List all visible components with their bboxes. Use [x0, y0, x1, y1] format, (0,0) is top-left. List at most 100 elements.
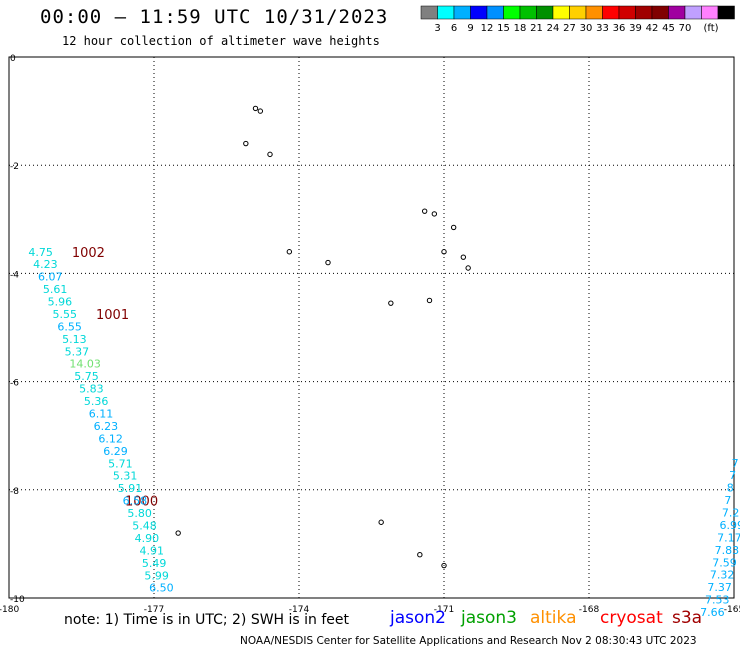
- wave-height-value: 5.36: [84, 395, 109, 408]
- wave-height-value: 4.90: [135, 532, 160, 545]
- wave-height-value: 5.99: [144, 569, 169, 582]
- longitude-tick-label: -168: [579, 605, 600, 615]
- wave-height-value: 7.32: [710, 569, 735, 582]
- wave-height-value: 6.99: [720, 519, 740, 532]
- pressure-label: 1001: [96, 308, 129, 323]
- wave-height-value: 5.61: [43, 283, 67, 296]
- wave-height-value: 5.55: [53, 308, 78, 321]
- pressure-label: 1000: [125, 495, 158, 510]
- color-scale-label: 15: [497, 23, 510, 34]
- color-scale-label: 6: [451, 23, 457, 34]
- island-outline: [460, 254, 467, 260]
- wave-height-value: 7: [729, 469, 736, 482]
- color-scale-label: 21: [530, 23, 543, 34]
- island-outline: [175, 530, 181, 536]
- wave-height-value: 4.91: [140, 544, 165, 557]
- page-subtitle: 12 hour collection of altimeter wave hei…: [62, 34, 380, 48]
- island-outline: [243, 140, 249, 147]
- latitude-tick-label: -2: [10, 162, 19, 172]
- wave-height-value: 5.48: [132, 520, 157, 533]
- wave-height-value: 5.75: [74, 370, 99, 383]
- wave-height-value: 6.11: [89, 408, 114, 421]
- wave-height-value: 5.49: [142, 557, 167, 570]
- island-outline: [450, 224, 457, 231]
- wave-height-value: 5.13: [62, 333, 87, 346]
- island-outline: [325, 259, 331, 266]
- color-scale-label: 70: [679, 23, 692, 34]
- color-scale-label: 18: [514, 23, 527, 34]
- island-outline: [465, 265, 471, 271]
- wave-height-value: 4.75: [28, 246, 53, 259]
- wave-height-value: 5.80: [127, 507, 151, 520]
- wave-height-value: 7.37: [707, 581, 732, 594]
- island-outline: [388, 300, 394, 306]
- wave-height-value: 7.59: [712, 556, 737, 569]
- longitude-tick-label: -180: [0, 605, 19, 615]
- island-outline: [267, 151, 273, 158]
- color-scale-label: 45: [662, 23, 675, 34]
- color-scale-label: 42: [646, 23, 659, 34]
- wave-height-value: 6.29: [103, 445, 128, 458]
- wave-height-value: 7.2: [722, 507, 740, 520]
- longitude-tick-label: -174: [289, 605, 310, 615]
- color-scale-label: 24: [547, 23, 560, 34]
- wave-height-value: 7.17: [717, 531, 740, 544]
- island-outline: [441, 249, 447, 255]
- latitude-tick-label: -6: [10, 379, 19, 389]
- longitude-tick-label: -171: [434, 605, 454, 615]
- longitude-tick-label: -177: [144, 605, 164, 615]
- island-outline: [252, 105, 259, 112]
- wave-height-value: 6.50: [149, 582, 174, 595]
- wave-height-value: 6.23: [94, 420, 119, 433]
- color-scale-label: 36: [613, 23, 626, 34]
- wave-height-value: 6.07: [38, 271, 63, 284]
- mission-legend-altika: altika: [530, 608, 577, 628]
- page-title: 00:00 – 11:59 UTC 10/31/2023: [40, 6, 389, 28]
- island-outline: [431, 211, 438, 217]
- wave-height-value: 6.55: [57, 320, 81, 333]
- plot-frame: [8, 56, 735, 599]
- wave-height-value: 5.91: [118, 482, 143, 495]
- color-scale-label: 33: [596, 23, 609, 34]
- island-outline: [417, 552, 423, 558]
- mission-legend-s3a: s3a: [672, 608, 703, 628]
- wave-height-value: 6.12: [98, 432, 123, 445]
- island-outline: [286, 249, 293, 255]
- island-outline: [426, 297, 433, 304]
- wave-height-value: 7.66: [700, 606, 725, 619]
- island-outline: [257, 108, 264, 114]
- longitude-tick-label: -165: [724, 605, 740, 615]
- mission-legend-jason2: jason2: [390, 608, 446, 628]
- color-scale-unit: (ft): [704, 23, 719, 34]
- latitude-tick-label: -10: [10, 595, 25, 605]
- wave-height-value: 5.31: [113, 470, 137, 483]
- wave-height-value: 7: [724, 494, 731, 507]
- color-scale-label: 39: [629, 23, 642, 34]
- latitude-tick-label: -8: [10, 487, 19, 497]
- color-scale-swatch: [717, 5, 735, 20]
- wave-height-value: 6.58: [123, 495, 148, 508]
- latitude-tick-label: -4: [10, 270, 19, 280]
- color-scale-label: 30: [580, 23, 593, 34]
- color-scale-label: 27: [563, 23, 576, 34]
- color-scale-bar: 3 6 9 12 15 18 21 24 27 30 33 36 39 42 45 70 (ft): [420, 5, 735, 34]
- wave-height-value: 14.03: [69, 358, 101, 371]
- island-outline: [378, 519, 384, 525]
- wave-height-value: 7.53: [705, 594, 730, 607]
- latitude-tick-label: 0: [10, 54, 16, 64]
- mission-legend-cryosat: cryosat: [600, 608, 663, 628]
- island-outline: [421, 208, 428, 214]
- color-scale-label: 12: [481, 23, 494, 34]
- credit-line: NOAA/NESDIS Center for Satellite Applica…: [240, 635, 697, 647]
- wave-height-value: 8: [727, 482, 734, 495]
- pressure-label: 1002: [72, 246, 105, 261]
- color-scale-label: 9: [467, 23, 473, 34]
- wave-height-value: 5.37: [65, 345, 90, 358]
- wave-height-value: 7.83: [715, 544, 740, 557]
- wave-height-value: 4.23: [33, 258, 58, 271]
- wave-height-value: 5.83: [79, 383, 104, 396]
- color-scale-label: 3: [434, 23, 440, 34]
- island-outline: [441, 562, 447, 569]
- mission-legend-jason3: jason3: [461, 608, 517, 628]
